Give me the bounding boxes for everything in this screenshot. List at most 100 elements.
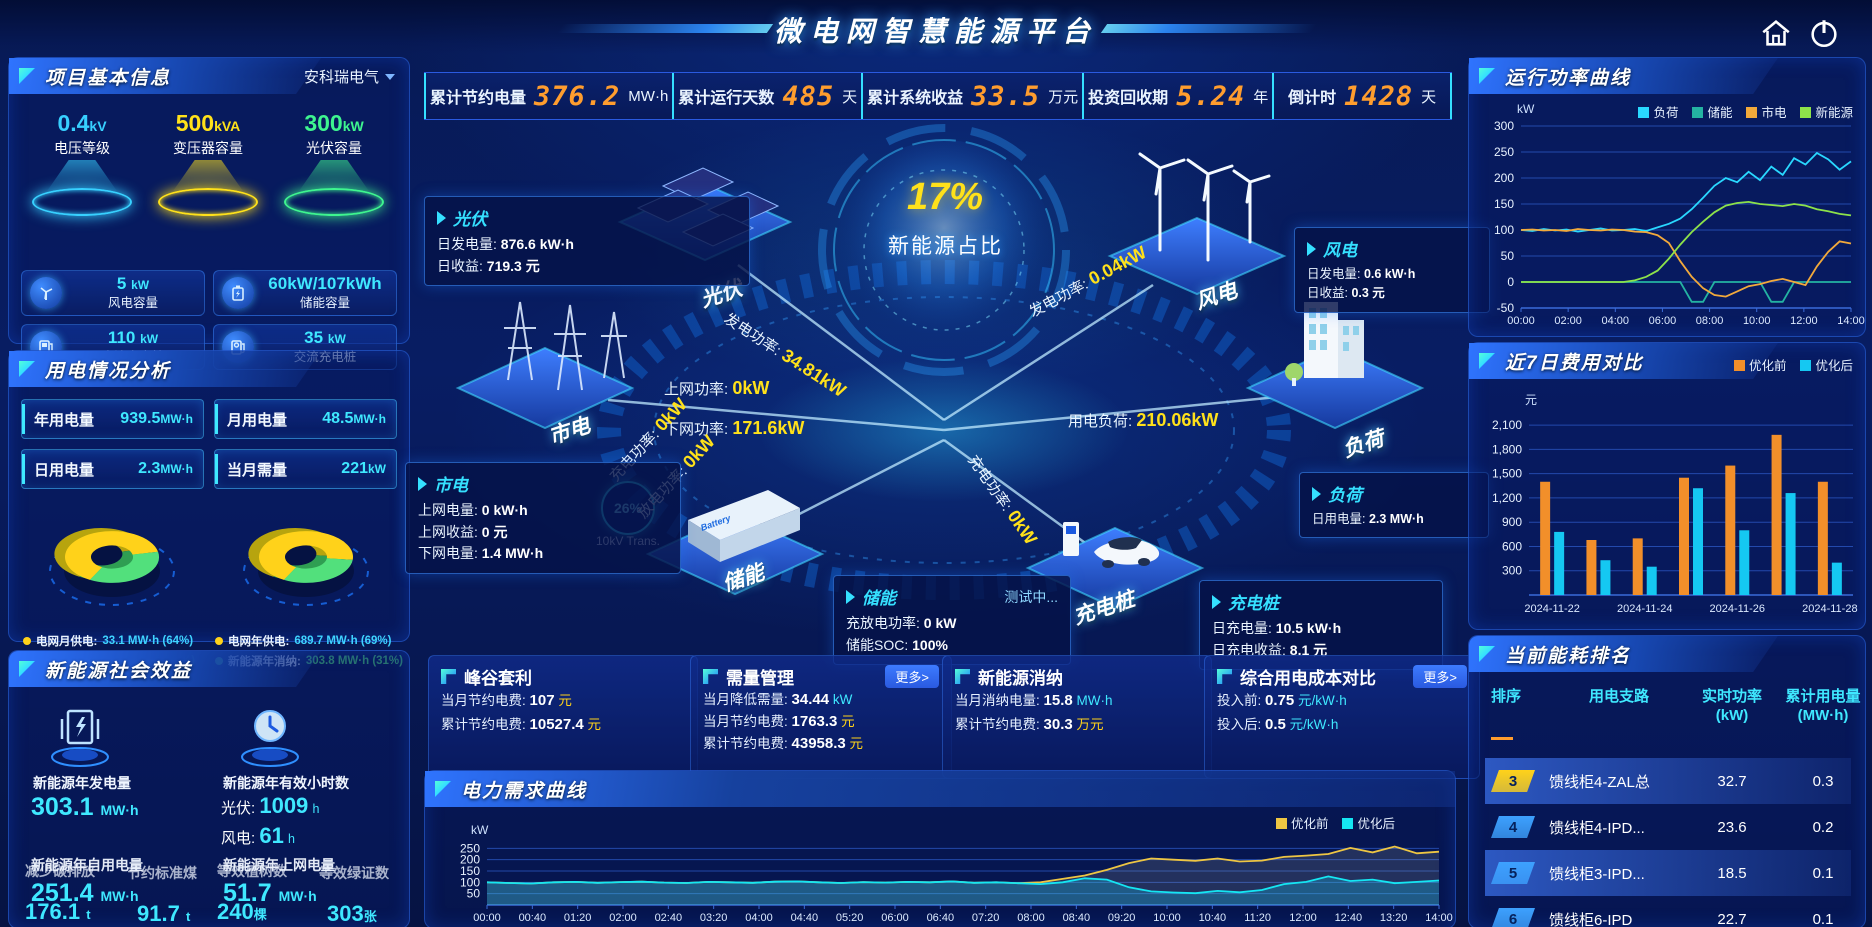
usage-stat-box: 日用电量 2.3MW·h bbox=[21, 449, 204, 489]
chevron-icon bbox=[437, 210, 446, 225]
cost-chart: 2,100 1,800 1,500 1,200 900 600 300 2024-11-22 2… bbox=[1469, 403, 1865, 626]
home-button[interactable] bbox=[1758, 16, 1794, 50]
legend-swatch bbox=[1692, 107, 1704, 118]
card-row: 当月节约电费: 1763.3 元 bbox=[703, 712, 855, 730]
hours-podium bbox=[227, 699, 313, 769]
svg-text:50: 50 bbox=[1501, 249, 1515, 263]
table-row[interactable]: 3 馈线柜4-ZAL总 32.7 0.3 bbox=[1485, 758, 1851, 804]
rank-badge: 6 bbox=[1491, 908, 1535, 927]
capacity-grid: 5 kW 风电容量 60kW/107kWh 储能容量 110 kW 直流充电桩 … bbox=[21, 270, 397, 370]
card-title: 充电桩 bbox=[1212, 589, 1430, 614]
co2-value: 176.1 t bbox=[25, 899, 91, 924]
load-platform bbox=[1245, 302, 1425, 430]
benefit-card-2: 新能源消纳 当月消纳电量: 15.8 MW·h 累计节约电费: 30.3 万元 bbox=[942, 655, 1212, 779]
gen-label: 新能源年发电量 bbox=[33, 775, 131, 791]
svg-text:100: 100 bbox=[460, 875, 480, 889]
capacity-value: 60kW/107kWh bbox=[268, 273, 382, 293]
kpi-cell: 累计节约电量 376.2 MW·h bbox=[424, 73, 672, 119]
run-power-legend: 负荷 储能 市电 新能源 bbox=[1638, 102, 1853, 121]
company-select[interactable]: 安科瑞电气 bbox=[304, 66, 395, 87]
svg-text:10:40: 10:40 bbox=[1199, 912, 1227, 924]
card-header: 新能源消纳 bbox=[955, 664, 1199, 689]
total-energy: 0.1 bbox=[1812, 864, 1834, 882]
corner-icon bbox=[955, 669, 970, 684]
benefit-card-0: 峰谷套利 当月节约电费: 107 元累计节约电费: 10527.4 元 bbox=[428, 655, 698, 779]
svg-text:04:00: 04:00 bbox=[1602, 315, 1630, 327]
legend-dot bbox=[23, 637, 31, 645]
svg-text:0: 0 bbox=[1507, 275, 1514, 289]
realtime-power: 32.7 bbox=[1717, 772, 1747, 790]
svg-text:2,100: 2,100 bbox=[1492, 418, 1522, 432]
svg-text:01:20: 01:20 bbox=[564, 912, 592, 924]
svg-text:03:20: 03:20 bbox=[700, 912, 728, 924]
stat-label: 月用电量 bbox=[227, 411, 288, 429]
y-axis-unit: 元 bbox=[1525, 393, 1538, 407]
y-axis-unit: kW bbox=[1517, 102, 1535, 116]
panel-corner-icon bbox=[1479, 68, 1495, 84]
svg-text:14:00: 14:00 bbox=[1837, 315, 1865, 327]
svg-text:12:00: 12:00 bbox=[1790, 315, 1818, 327]
svg-text:12:40: 12:40 bbox=[1335, 912, 1363, 924]
table-row[interactable]: 5 馈线柜3-IPD... 18.5 0.1 bbox=[1485, 850, 1851, 896]
panel-demand-curve: 电力需求曲线 优化前 优化后 250 200 150 100 50 00:00 00:40 01… bbox=[424, 770, 1456, 927]
panel-corner-icon bbox=[435, 781, 451, 797]
panel-corner-icon bbox=[19, 361, 35, 377]
panel-project-info: 项目基本信息 安科瑞电气 0.4kV 电压等级 500kVA 变压器容量 300… bbox=[8, 57, 410, 370]
capacity-box: 5 kW 风电容量 bbox=[21, 270, 205, 316]
kpi-label: 累计节约电量 bbox=[430, 90, 527, 107]
info-card-wind: 风电 日发电量: 0.6 kW·h 日收益: 0.3 元 bbox=[1294, 227, 1490, 313]
branch-name: 馈线柜4-IPD... bbox=[1549, 819, 1645, 837]
panel-energy-ranking: 当前能耗排名 排序 用电支路 实时功率 (kW) 累计用电量 (MW·h) 3 馈线柜4-… bbox=[1468, 635, 1866, 927]
legend-item: 优化前 bbox=[1275, 813, 1328, 832]
benefit-card-3: 综合用电成本对比 更多> 投入前: 0.75 元/kW·h 投入后: 0.5 元/kW… bbox=[1204, 655, 1480, 779]
panel-corner-icon bbox=[1479, 353, 1495, 369]
panel-run-power: 运行功率曲线 kW 负荷 储能 市电 新能源 300 250 200 150 100 50 0 -5… bbox=[1468, 57, 1866, 337]
info-card-pv: 光伏 日发电量: 876.6 kW·h 日收益: 719.3 元 bbox=[424, 196, 750, 287]
card-row: 当月节约电费: 107 元 bbox=[441, 692, 572, 709]
wind-platform bbox=[1107, 152, 1287, 296]
kpi-value: 376.2 bbox=[534, 80, 621, 112]
branch-name: 馈线柜6-IPD bbox=[1549, 911, 1633, 927]
legend-item: 市电 bbox=[1746, 102, 1786, 121]
demand-legend: 优化前 优化后 bbox=[1275, 813, 1395, 832]
kpi-value: 5.24 bbox=[1176, 80, 1246, 112]
usage-stat-box: 月用电量 48.5MW·h bbox=[214, 399, 397, 439]
capacity-box: 60kW/107kWh 储能容量 bbox=[213, 270, 397, 316]
svg-text:09:20: 09:20 bbox=[1108, 912, 1136, 924]
total-energy: 0.3 bbox=[1812, 772, 1834, 790]
legend-swatch bbox=[1733, 360, 1745, 371]
cert-label: 等效绿证数 bbox=[319, 865, 389, 881]
co2-label: 减少碳排放 bbox=[25, 863, 95, 879]
card-header: 需量管理 更多> bbox=[703, 664, 939, 689]
legend-item: 储能 bbox=[1692, 102, 1732, 121]
coal-value: 91.7 t bbox=[137, 901, 191, 926]
card-row: 日发电量: 0.6 kW·h bbox=[1307, 267, 1416, 281]
card-title: 市电 bbox=[418, 471, 668, 496]
legend-swatch bbox=[1800, 360, 1812, 371]
power-button[interactable] bbox=[1806, 16, 1842, 50]
corner-icon bbox=[441, 669, 456, 684]
legend-swatch bbox=[1638, 107, 1650, 118]
kpi-label: 倒计时 bbox=[1288, 90, 1337, 107]
panel-title: 项目基本信息 bbox=[45, 67, 172, 89]
card-header: 峰谷套利 bbox=[441, 664, 685, 689]
svg-text:00:40: 00:40 bbox=[519, 912, 547, 924]
legend-item: 电网年供电: 689.7 MW·h (69%) bbox=[215, 633, 403, 649]
svg-text:14:00: 14:00 bbox=[1425, 912, 1453, 924]
legend-item: 优化后 bbox=[1800, 355, 1853, 374]
svg-text:2024-11-26: 2024-11-26 bbox=[1710, 603, 1765, 615]
realtime-power: 23.6 bbox=[1717, 818, 1747, 836]
panel-header: 运行功率曲线 bbox=[1469, 58, 1778, 94]
more-button[interactable]: 更多> bbox=[885, 665, 939, 688]
card-row: 日发电量: 876.6 kW·h bbox=[437, 236, 574, 252]
panel-corner-icon bbox=[1479, 646, 1495, 662]
more-button[interactable]: 更多> bbox=[1413, 665, 1467, 688]
card-row: 累计节约电费: 43958.3 元 bbox=[703, 734, 864, 752]
kpi-label: 累计系统收益 bbox=[867, 90, 964, 107]
table-row[interactable]: 6 馈线柜6-IPD 22.7 0.1 bbox=[1485, 896, 1851, 927]
svg-text:1,800: 1,800 bbox=[1492, 442, 1522, 456]
flow-label-grid_down: 下网功率: 171.6kW bbox=[664, 418, 805, 438]
table-row[interactable]: 4 馈线柜4-IPD... 23.6 0.2 bbox=[1485, 804, 1851, 850]
donut-charts bbox=[15, 499, 403, 624]
svg-text:07:20: 07:20 bbox=[972, 912, 1000, 924]
